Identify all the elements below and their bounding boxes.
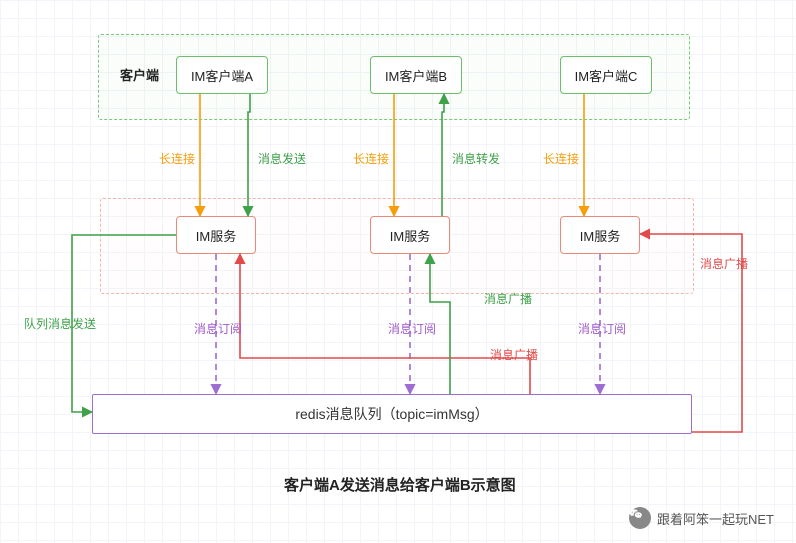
edge-label-bc3: 消息广播 (484, 290, 532, 307)
edge-label-b-long: 长连接 (353, 150, 389, 167)
wechat-icon (629, 507, 651, 529)
diagram-caption: 客户端A发送消息给客户端B示意图 (284, 474, 516, 495)
edge-label-sub1: 消息订阅 (194, 320, 242, 337)
edge-label-sub2: 消息订阅 (388, 320, 436, 337)
watermark-text: 跟着阿笨一起玩NET (657, 509, 774, 528)
edge-label-bc2: 消息广播 (490, 346, 538, 363)
edge-a-send (248, 94, 250, 216)
edge-label-c-long: 长连接 (543, 150, 579, 167)
edges-layer (0, 0, 796, 543)
edge-label-b-fwd: 消息转发 (452, 150, 500, 167)
edge-label-sub3: 消息订阅 (578, 320, 626, 337)
edge-label-bc1: 消息广播 (700, 255, 748, 272)
edge-label-q-send: 队列消息发送 (24, 315, 96, 332)
edge-bc2 (240, 254, 530, 394)
watermark: 跟着阿笨一起玩NET (629, 507, 774, 529)
edge-b-fwd (442, 94, 444, 216)
diagram-canvas: 客户端 IM客户端A IM客户端B IM客户端C IM服务 IM服务 IM服务 … (0, 0, 796, 543)
edge-label-a-send: 消息发送 (258, 150, 306, 167)
edge-label-a-long: 长连接 (159, 150, 195, 167)
